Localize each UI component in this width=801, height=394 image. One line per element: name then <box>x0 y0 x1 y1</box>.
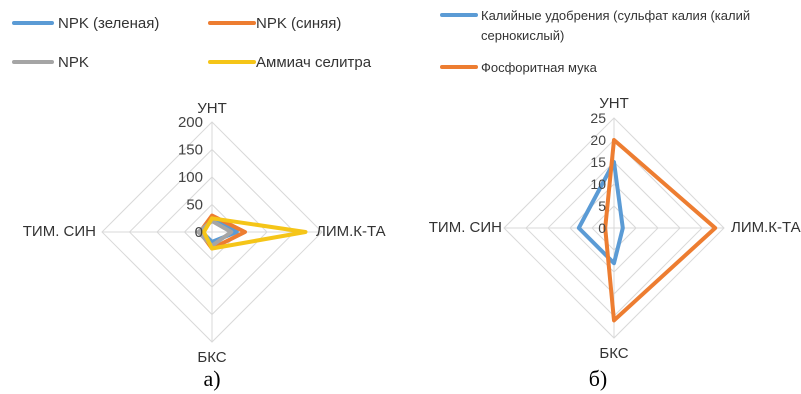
tick-label: 0 <box>195 224 203 241</box>
legend-item-3: NPK <box>12 54 89 71</box>
legend-label: NPK (синяя) <box>256 15 341 32</box>
series-group-b <box>576 138 718 323</box>
grid-a <box>101 121 323 343</box>
tick-label: 50 <box>186 197 203 214</box>
axis-labels-b: УНТ ЛИМ.К-ТА БКС ТИМ. СИН <box>429 95 801 362</box>
tick-labels-a: 0 50 100 150 200 <box>178 114 203 241</box>
legend-item-2: Фосфоритная мука <box>440 60 598 75</box>
tick-label: 15 <box>590 154 606 170</box>
axis-label-4: ТИМ. СИН <box>429 219 502 236</box>
legend-item-1: NPK (зеленая) <box>12 15 159 32</box>
legend-label: NPK (зеленая) <box>58 15 159 32</box>
tick-label: 150 <box>178 142 203 159</box>
radar-chart-a: NPK (зеленая) NPK (синяя) NPK Аммиач селитр… <box>12 15 386 391</box>
axis-label-2: ЛИМ.К-ТА <box>316 223 386 240</box>
legend-b: Калийные удобрения (сульфат калия (калий… <box>440 8 750 75</box>
legend-label: NPK <box>58 54 89 71</box>
tick-label: 20 <box>590 132 606 148</box>
series-line-1 <box>576 160 625 266</box>
tick-label: 25 <box>590 110 606 126</box>
axis-label-3: БКС <box>599 345 628 362</box>
legend-a: NPK (зеленая) NPK (синяя) NPK Аммиач селитр… <box>12 15 372 71</box>
grid-b <box>503 117 725 339</box>
axis-label-2: ЛИМ.К-ТА <box>731 219 801 236</box>
tick-label: 0 <box>598 220 606 236</box>
axis-label-1: УНТ <box>197 100 227 117</box>
caption-a: а) <box>203 366 220 391</box>
legend-item-2: NPK (синяя) <box>208 15 341 32</box>
caption-b: б) <box>589 366 608 391</box>
axis-label-1: УНТ <box>599 95 629 112</box>
series-line-4 <box>201 216 308 251</box>
tick-label: 5 <box>598 198 606 214</box>
series-line-2 <box>603 138 718 323</box>
tick-labels-b: 0 5 10 15 20 25 <box>590 110 606 236</box>
legend-item-4: Аммиач селитра <box>208 54 372 71</box>
axis-labels-a: УНТ ЛИМ.К-ТА БКС ТИМ. СИН <box>23 100 386 366</box>
axis-label-3: БКС <box>197 349 226 366</box>
radar-chart-b: Калийные удобрения (сульфат калия (калий… <box>429 8 801 391</box>
tick-label: 10 <box>590 176 606 192</box>
axis-label-4: ТИМ. СИН <box>23 223 96 240</box>
legend-item-1: Калийные удобрения (сульфат калия (калий… <box>440 8 750 43</box>
tick-label: 100 <box>178 169 203 186</box>
series-group-a <box>196 213 308 251</box>
legend-label: Аммиач селитра <box>256 54 372 71</box>
legend-label: Калийные удобрения (сульфат калия (калий… <box>481 8 750 43</box>
tick-label: 200 <box>178 114 203 131</box>
legend-label: Фосфоритная мука <box>481 60 598 75</box>
